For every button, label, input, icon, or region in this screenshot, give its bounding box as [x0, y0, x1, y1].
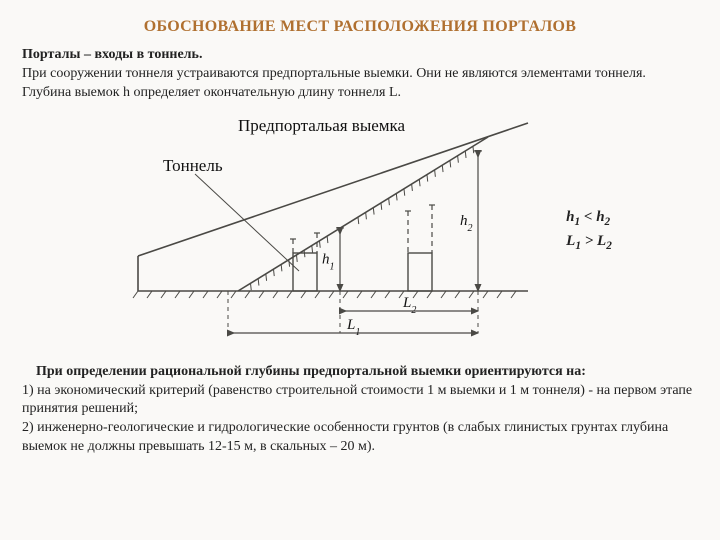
svg-text:h1: h1: [322, 251, 335, 272]
svg-text:L1: L1: [346, 317, 360, 338]
intro-bold: Порталы – входы в тоннель.: [22, 47, 202, 62]
intro-text: При сооружении тоннеля устраиваются пред…: [22, 66, 646, 100]
page-title: ОБОСНОВАНИЕ МЕСТ РАСПОЛОЖЕНИЯ ПОРТАЛОВ: [22, 18, 698, 36]
bottom-p1: 1) на экономический критерий (равенство …: [22, 382, 698, 420]
bottom-lead: При определении рациональной глубины пре…: [22, 363, 698, 382]
bottom-p2: 2) инженерно-геологические и гидрологиче…: [22, 419, 698, 457]
diagram-svg: h1 h2 L2 L1 Предпортальая выемка Тоннель: [108, 111, 538, 351]
bottom-block: При определении рациональной глубины пре…: [22, 363, 698, 457]
svg-text:h2: h2: [460, 213, 473, 234]
relation-h: h1 < h2: [566, 207, 612, 231]
svg-text:Предпортальая выемка: Предпортальая выемка: [238, 116, 406, 135]
relations: h1 < h2 L1 > L2: [566, 207, 612, 255]
svg-text:L2: L2: [402, 295, 416, 316]
intro-block: Порталы – входы в тоннель. При сооружени…: [22, 46, 698, 103]
figure-row: h1 h2 L2 L1 Предпортальая выемка Тоннель h1 <…: [22, 111, 698, 351]
svg-text:Тоннель: Тоннель: [163, 156, 223, 175]
relation-l: L1 > L2: [566, 231, 612, 255]
diagram: h1 h2 L2 L1 Предпортальая выемка Тоннель: [108, 111, 538, 351]
